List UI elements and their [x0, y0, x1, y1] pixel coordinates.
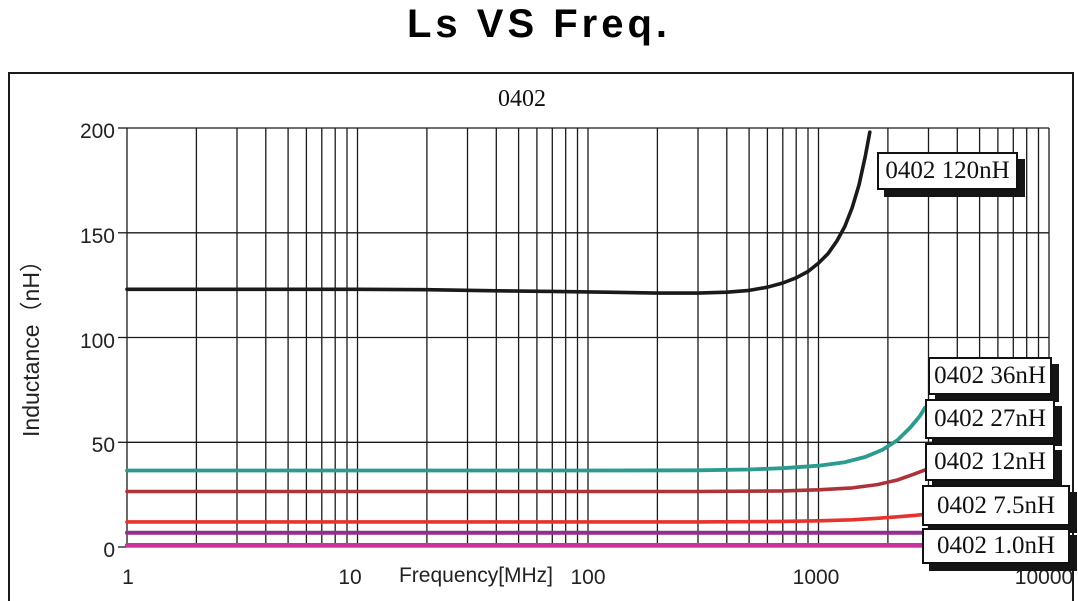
- legend-box-120nH: 0402 120nH: [877, 152, 1018, 190]
- legend-box-12nH: 0402 12nH: [925, 443, 1055, 481]
- y-tick-0: 0: [103, 539, 115, 562]
- legend-box-7.5nH: 0402 7.5nH: [922, 485, 1070, 526]
- y-tick-150: 150: [79, 225, 115, 248]
- legend-box-36nH: 0402 36nH: [928, 357, 1052, 395]
- chart-subtitle: 0402: [498, 86, 546, 112]
- chart-title: Ls VS Freq.: [406, 2, 672, 46]
- x-tick-10: 10: [338, 566, 362, 589]
- y-tick-200: 200: [79, 120, 115, 143]
- y-tick-100: 100: [79, 330, 115, 353]
- x-axis-label: Frequency[MHz]: [398, 564, 554, 587]
- x-tick-100: 100: [570, 566, 606, 589]
- x-tick-1000: 1000: [792, 566, 840, 589]
- legend-box-1.0nH: 0402 1.0nH: [922, 528, 1070, 564]
- legend-box-27nH: 0402 27nH: [925, 399, 1055, 439]
- x-tick-1: 1: [122, 566, 134, 589]
- x-tick-10000: 10000: [1014, 566, 1074, 589]
- y-tick-50: 50: [91, 434, 115, 457]
- y-axis-label: Inductance（nH）: [18, 249, 44, 437]
